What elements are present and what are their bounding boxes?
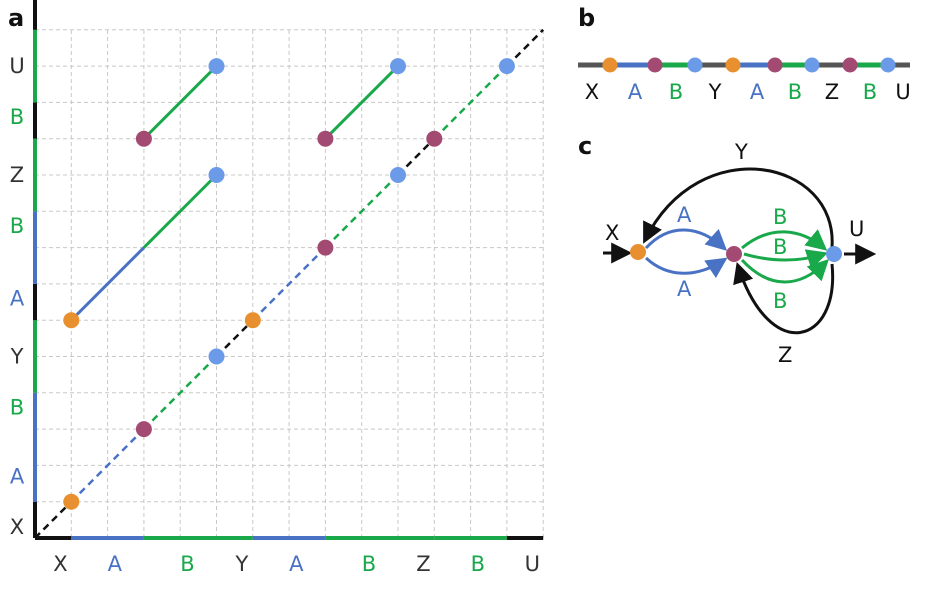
y-axis-label: X <box>10 515 24 539</box>
x-axis-label: B <box>362 552 376 576</box>
diagonal-point <box>135 421 152 438</box>
diagonal-segment <box>433 65 508 140</box>
diagonal-point <box>244 312 261 329</box>
panel-b-label: b <box>578 4 595 32</box>
diagonal-point <box>63 493 80 510</box>
y-axis-label: Z <box>10 163 24 187</box>
node-junction <box>726 246 742 262</box>
edge-label-b-3: B <box>773 289 787 313</box>
strand-node <box>687 57 703 73</box>
panel-c-label: c <box>578 132 592 160</box>
y-axis-label: A <box>10 286 25 310</box>
match-point <box>208 167 225 183</box>
edge-label-x: X <box>605 221 619 245</box>
x-axis-label: A <box>108 552 123 576</box>
y-axis-label: B <box>10 214 24 238</box>
match-line <box>324 65 400 140</box>
edge-label-b-2: B <box>773 235 787 259</box>
strand-label: B <box>788 80 802 104</box>
diagonal-segment <box>34 500 73 539</box>
strand-node <box>880 57 896 73</box>
strand-label: Y <box>708 80 722 104</box>
x-axis-label: U <box>525 552 540 576</box>
edge-a-bottom <box>644 256 728 279</box>
diagonal-point <box>317 239 334 256</box>
strand-label: Z <box>825 80 839 104</box>
y-axis-label: B <box>10 105 24 129</box>
match-point <box>208 58 225 75</box>
edge-label-b-1: B <box>773 205 787 229</box>
dot-plot-axes <box>33 0 544 540</box>
linear-strand <box>578 57 910 73</box>
diagonal-point <box>498 58 515 75</box>
x-axis-label: A <box>289 552 304 576</box>
edge-label-a-top: A <box>677 203 692 227</box>
match-point <box>135 130 152 147</box>
strand-label: B <box>669 80 683 104</box>
edge-label-u: U <box>849 217 864 241</box>
panel-c: c X Y A A B B B Z U <box>578 132 877 367</box>
strand-label: B <box>863 80 877 104</box>
edge-label-a-bottom: A <box>677 277 692 301</box>
node-u <box>826 246 842 262</box>
panel-a: a X A B Y A B Z B U X A B Y A B Z B U <box>8 0 545 576</box>
y-axis-label: Y <box>10 345 24 369</box>
strand-label: A <box>750 80 765 104</box>
strand-node <box>725 57 741 73</box>
diagonal-segment <box>70 428 145 503</box>
x-axis-label: B <box>471 552 485 576</box>
edge-b-2 <box>743 249 828 270</box>
x-axis-label: Z <box>416 552 430 576</box>
edge-label-z: Z <box>778 343 792 367</box>
y-axis-label: B <box>10 395 24 419</box>
edge-label-y: Y <box>734 140 748 164</box>
diagonal-segment <box>506 28 545 67</box>
strand-label: A <box>628 80 643 104</box>
dot-plot-diagonal <box>34 28 545 539</box>
strand-node <box>842 57 858 73</box>
diagonal-segment <box>215 319 254 358</box>
diagonal-segment <box>324 174 399 249</box>
diagonal-segment <box>397 137 436 176</box>
strand-label: X <box>585 80 599 104</box>
edge-loop-y <box>643 167 834 248</box>
edge-b-3 <box>740 258 829 284</box>
diagonal-point <box>426 130 443 147</box>
strand-node <box>804 57 820 73</box>
diagonal-segment <box>143 355 218 430</box>
node-x <box>630 244 646 260</box>
match-line <box>142 173 218 249</box>
diagonal-point <box>208 348 225 365</box>
strand-node <box>647 57 663 73</box>
x-axis-label: B <box>180 552 194 576</box>
x-axis-label: Y <box>234 552 248 576</box>
diagonal-segment <box>251 246 327 322</box>
edge-b-1 <box>741 229 828 251</box>
strand-node <box>602 57 618 73</box>
edge-loop-z <box>733 262 835 335</box>
x-axis-label: X <box>53 552 67 576</box>
y-axis-labels: X A B Y A B Z B U <box>9 54 25 539</box>
match-point <box>390 58 406 75</box>
y-axis-label: U <box>9 54 24 78</box>
y-axis-label: A <box>10 464 25 488</box>
strand-node <box>767 57 783 73</box>
edge-a-top <box>644 228 728 251</box>
match-line <box>142 65 218 140</box>
strand-label: U <box>895 80 910 104</box>
dot-plot-matches <box>63 58 406 329</box>
match-line <box>70 246 145 322</box>
match-point <box>63 312 80 329</box>
match-point <box>317 130 334 147</box>
panel-a-label: a <box>8 4 24 32</box>
diagonal-point <box>390 167 406 183</box>
